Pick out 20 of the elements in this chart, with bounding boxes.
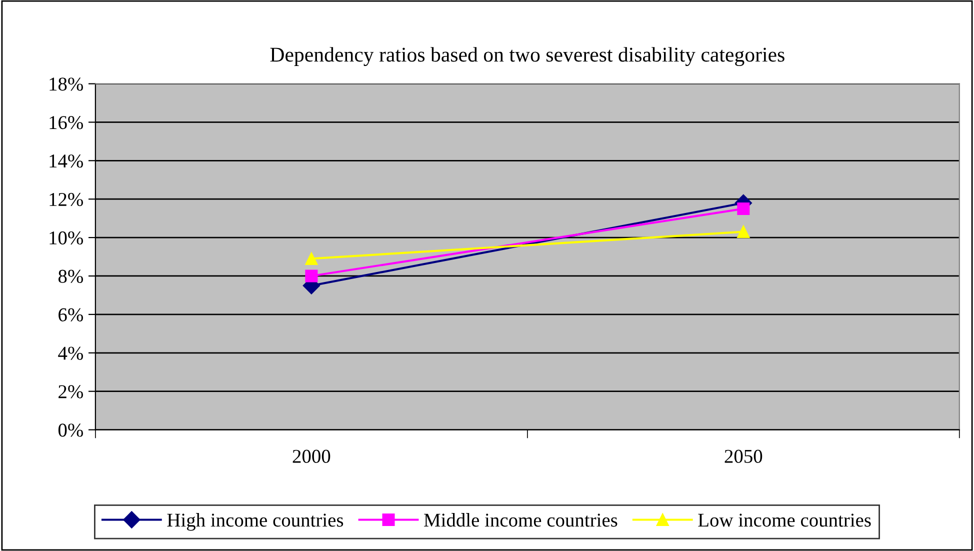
y-tick-label: 16% bbox=[50, 116, 83, 130]
y-tick-label: 14% bbox=[50, 154, 83, 168]
x-tick-label: 2000 bbox=[292, 450, 330, 463]
y-tick-label: 0% bbox=[58, 424, 83, 437]
y-tick-label: 8% bbox=[58, 270, 83, 283]
y-tick-label: 12% bbox=[50, 192, 83, 206]
y-tick-label: 10% bbox=[50, 231, 83, 245]
legend-label: Low income countries bbox=[698, 514, 871, 527]
point bbox=[737, 202, 750, 215]
y-tick-label: 4% bbox=[58, 346, 83, 360]
y-tick-label: 18% bbox=[50, 78, 83, 91]
y-tick-label: 2% bbox=[58, 385, 83, 398]
legend-label: High income countries bbox=[167, 513, 344, 531]
chart-title: Dependency ratios based on two severest disability categories bbox=[270, 47, 784, 66]
point bbox=[305, 252, 318, 265]
legend-label: Middle income countries bbox=[424, 513, 618, 527]
x-tick-label: 2050 bbox=[724, 450, 762, 463]
y-tick-label: 6% bbox=[58, 308, 83, 322]
point bbox=[305, 270, 318, 282]
point bbox=[737, 226, 750, 238]
